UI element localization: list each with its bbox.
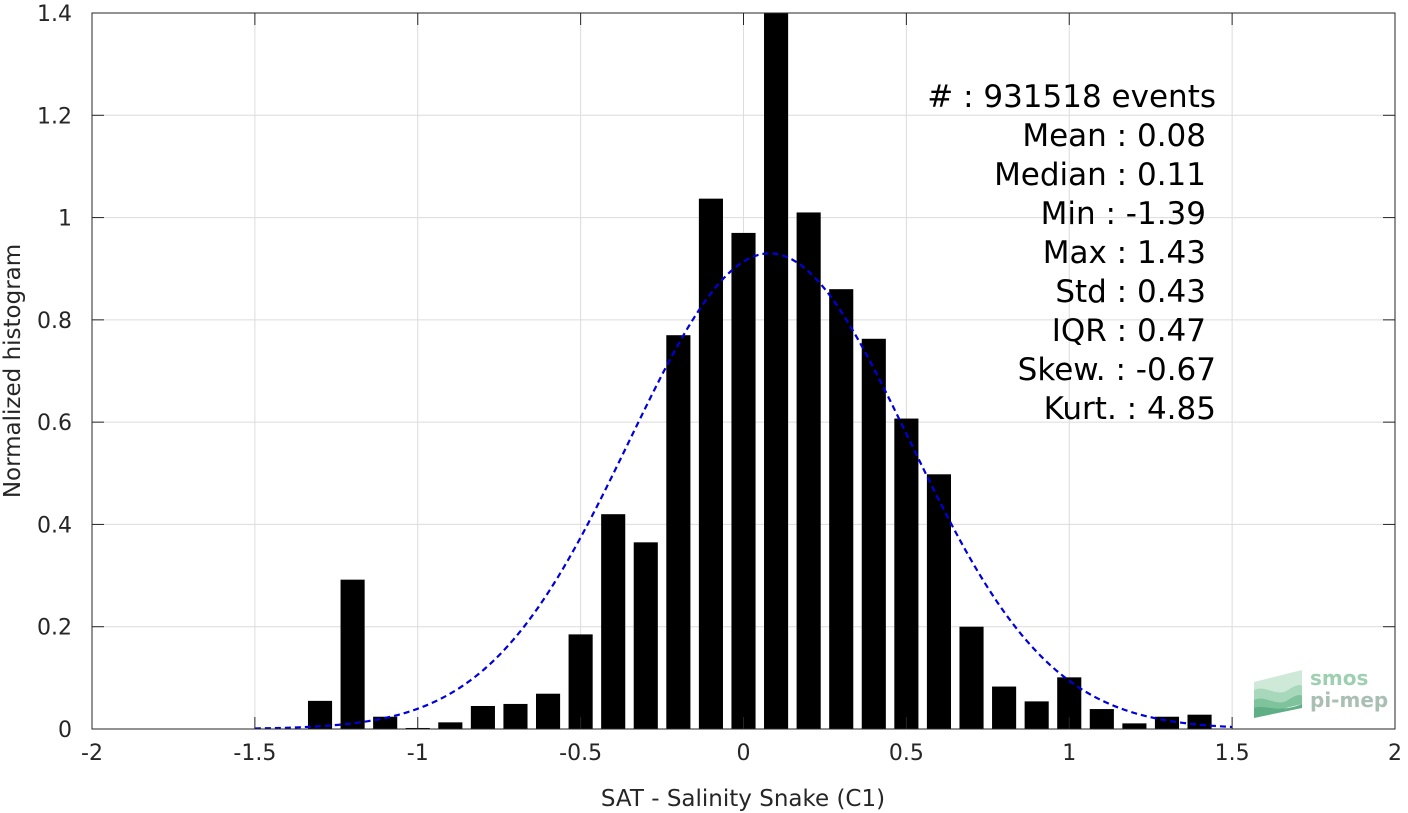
histogram-bar [1122,723,1147,729]
y-tick-label: 1.4 [37,2,72,27]
logo-text-pimep: pi-mep [1310,688,1389,712]
logo-text-smos: smos [1310,666,1369,690]
histogram-bar [894,418,919,729]
histogram-bar [698,198,723,730]
histogram-bar [601,514,626,729]
stat-std: Std : 0.43 [1055,274,1206,310]
axis-ticks [91,12,1396,730]
stat-median: Median : 0.11 [994,157,1206,193]
x-axis-label: SAT - Salinity Snake (C1) [601,786,885,812]
histogram-bar [796,212,821,729]
stat-mean: Mean : 0.08 [1022,118,1206,154]
histogram-bar [535,693,561,729]
y-tick-label: 1 [58,207,72,232]
logo-waves-icon [1254,670,1302,718]
histogram-bar [992,686,1017,729]
histogram-bar [731,232,756,729]
y-tick-label: 0 [58,718,72,743]
smos-pimep-logo: smos pi-mep [1252,664,1392,720]
x-tick-label: -1 [407,741,429,766]
x-tick-label: -2 [81,741,103,766]
stat-skew: Skew. : -0.67 [1017,352,1216,388]
histogram-bar [1089,709,1114,729]
histogram-bar [829,289,854,729]
statistics-panel: # : 931518 events Mean : 0.08 Median : 0… [927,78,1216,429]
histogram-bar [633,542,658,729]
y-tick-label: 0.8 [37,309,72,334]
histogram-bar [1187,714,1212,729]
histogram-bar [340,579,365,729]
x-tick-label: -0.5 [559,741,602,766]
x-tick-label: 1.5 [1215,741,1250,766]
stat-min: Min : -1.39 [1040,196,1206,232]
histogram-bars [307,13,1212,730]
x-tick-label: -1.5 [233,741,276,766]
stat-iqr: IQR : 0.47 [1051,313,1206,349]
x-tick-labels: -2 -1.5 -1 -0.5 0 0.5 1 1.5 2 [81,741,1402,766]
histogram-bar [307,700,333,729]
histogram-bar [503,703,528,729]
histogram-bar [926,474,952,729]
histogram-bar [1024,701,1049,729]
y-axis-label: Normalized histogram [0,244,26,498]
gaussian-fit-curve [254,252,1233,730]
y-tick-label: 0.4 [37,513,72,538]
histogram-bar [959,626,984,729]
histogram-bar [568,634,593,729]
x-tick-label: 0.5 [889,741,924,766]
y-tick-label: 0.6 [37,411,72,436]
stat-max: Max : 1.43 [1042,235,1206,271]
x-tick-label: 2 [1388,741,1402,766]
y-tick-labels: 0 0.2 0.4 0.6 0.8 1 1.2 1.4 [37,2,72,743]
stat-count: # : 931518 events [927,79,1216,115]
histogram-bar [666,335,691,729]
y-tick-label: 1.2 [37,104,72,129]
histogram-bar [764,13,789,729]
histogram-bar [861,338,886,729]
x-tick-label: 1 [1062,741,1076,766]
histogram-bar [470,705,495,729]
histogram-bar [438,722,463,729]
stat-kurt: Kurt. : 4.85 [1043,391,1216,427]
x-tick-label: 0 [737,741,751,766]
y-tick-label: 0.2 [37,616,72,641]
